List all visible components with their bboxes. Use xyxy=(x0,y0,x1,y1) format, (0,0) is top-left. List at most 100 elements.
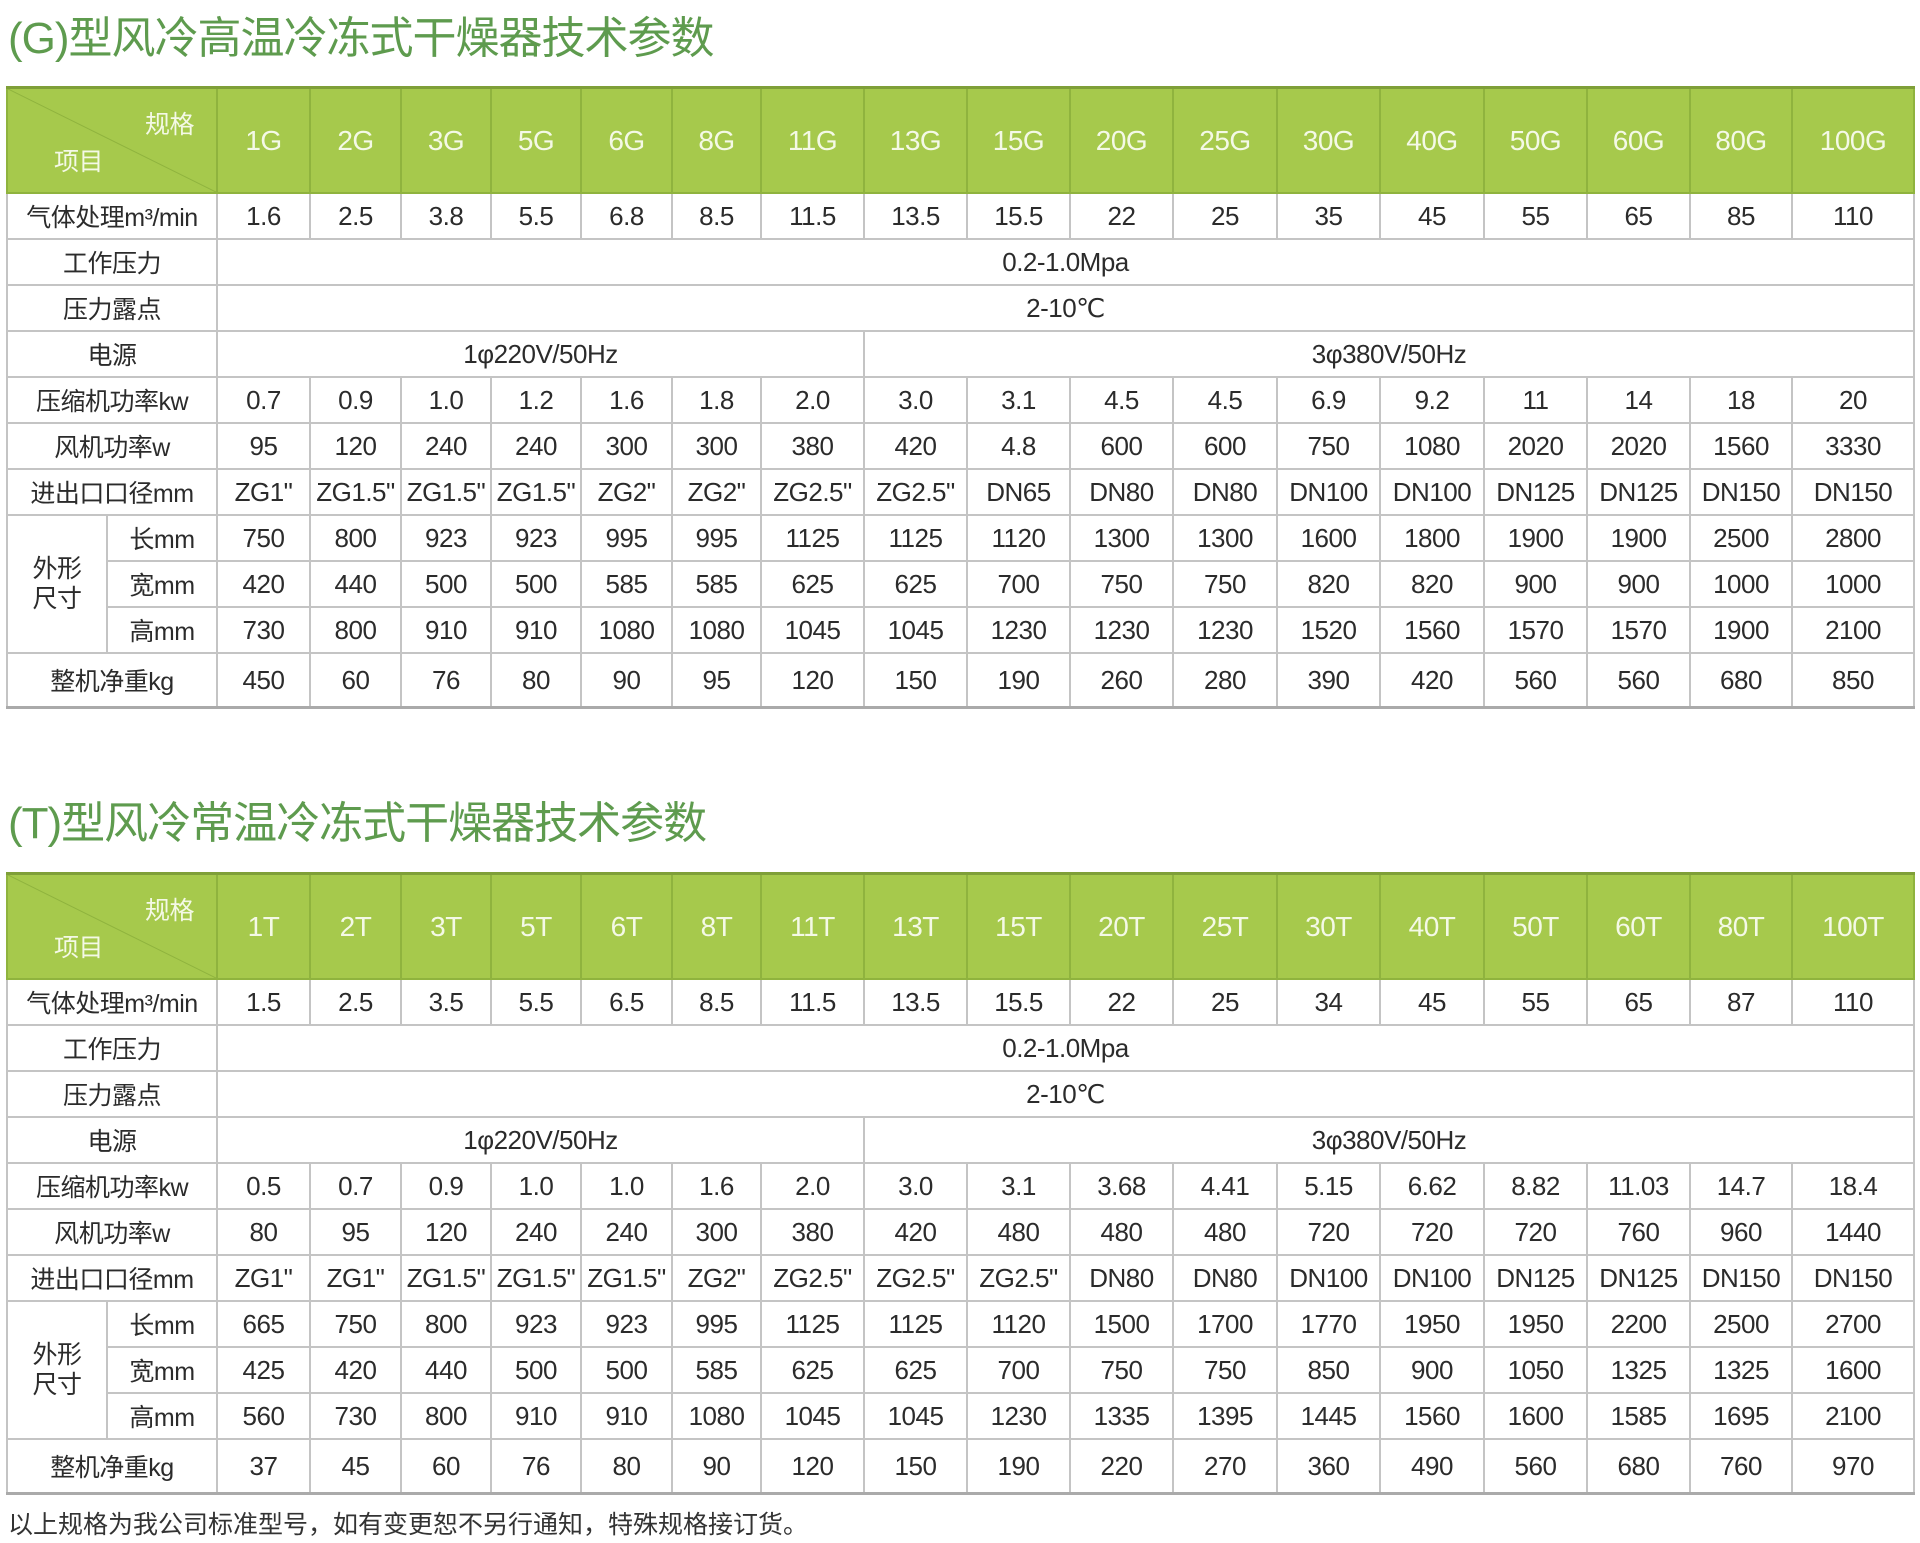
port-value: ZG2.5" xyxy=(760,468,865,516)
dims-length-value: 995 xyxy=(580,514,673,562)
fan-value: 960 xyxy=(1689,1208,1793,1256)
dims-length-row: 外形尺寸 长mm 750 800 923 923 995 995 1125 1125 1120 130… xyxy=(6,514,1915,654)
dims-length-value: 2500 xyxy=(1689,514,1793,562)
dims-width-value: 1050 xyxy=(1483,1346,1588,1394)
port-value: ZG2.5" xyxy=(760,1254,865,1302)
dims-length-value: 1125 xyxy=(863,1300,968,1348)
power-row: 电源 1φ220V/50Hz 3φ380V/50Hz xyxy=(6,330,1915,378)
model-header: 100G xyxy=(1791,86,1915,194)
dims-length-value: 665 xyxy=(216,1300,311,1348)
flow-value: 85 xyxy=(1689,192,1793,240)
model-header: 60G xyxy=(1586,86,1691,194)
dims-length-value: 2500 xyxy=(1689,1300,1793,1348)
port-value: DN100 xyxy=(1276,1254,1381,1302)
pressure-label: 工作压力 xyxy=(6,238,218,286)
dims-height-value: 730 xyxy=(216,606,311,654)
port-row: 进出口口径mm ZG1" ZG1" ZG1.5" ZG1.5" ZG1.5" ZG2" ZG2… xyxy=(6,1254,1915,1302)
dims-height-value: 1080 xyxy=(671,606,762,654)
power-label: 电源 xyxy=(6,1116,218,1164)
flow-value: 110 xyxy=(1791,192,1915,240)
dims-height-value: 1230 xyxy=(1172,606,1278,654)
compressor-value: 8.82 xyxy=(1483,1162,1588,1210)
dims-length-row: 外形尺寸 长mm 665 750 800 923 923 995 1125 1125 1120 150… xyxy=(6,1300,1915,1440)
compressor-value: 18 xyxy=(1689,376,1793,424)
dims-length-value: 2800 xyxy=(1791,514,1915,562)
flow-value: 25 xyxy=(1172,192,1278,240)
dims-length-value: 995 xyxy=(671,514,762,562)
dims-width-value: 625 xyxy=(863,1346,968,1394)
dims-width-value: 700 xyxy=(966,560,1071,608)
dims-width-value: 1600 xyxy=(1791,1346,1915,1394)
t-spec-table: 规格 项目 1T 2T 3T 5T 6T 8T 11T 13T 15T 20T 25T 30T 40T 50T… xyxy=(6,872,1915,1495)
dims-length-value: 995 xyxy=(671,1300,762,1348)
corner-item-label: 项目 xyxy=(54,934,104,962)
dims-length-value: 750 xyxy=(216,514,311,562)
model-header: 25G xyxy=(1172,86,1278,194)
port-value: DN125 xyxy=(1483,1254,1588,1302)
dims-length-value: 1500 xyxy=(1069,1300,1174,1348)
fan-value: 95 xyxy=(309,1208,402,1256)
port-value: DN80 xyxy=(1172,1254,1278,1302)
model-header: 40T xyxy=(1379,872,1485,980)
port-value: DN125 xyxy=(1586,468,1691,516)
dewpoint-value: 2-10℃ xyxy=(216,284,1915,332)
flow-value: 13.5 xyxy=(863,192,968,240)
dims-height-value: 1045 xyxy=(760,1392,865,1440)
dims-length-value: 923 xyxy=(580,1300,673,1348)
flow-value: 6.8 xyxy=(580,192,673,240)
flow-value: 55 xyxy=(1483,192,1588,240)
weight-value: 120 xyxy=(760,1438,865,1495)
dims-height-value: 1445 xyxy=(1276,1392,1381,1440)
compressor-value: 1.0 xyxy=(580,1162,673,1210)
port-row: 进出口口径mm ZG1" ZG1.5" ZG1.5" ZG1.5" ZG2" ZG2" ZG2… xyxy=(6,468,1915,516)
flow-value: 55 xyxy=(1483,978,1588,1026)
fan-value: 760 xyxy=(1586,1208,1691,1256)
compressor-row: 压缩机功率kw 0.5 0.7 0.9 1.0 1.0 1.6 2.0 3.0 3.1 3.68 4.… xyxy=(6,1162,1915,1210)
fan-value: 380 xyxy=(760,1208,865,1256)
dims-width-label: 宽mm xyxy=(106,560,218,608)
dims-length-label: 长mm xyxy=(106,514,218,562)
weight-value: 37 xyxy=(216,1438,311,1495)
compressor-value: 1.6 xyxy=(671,1162,762,1210)
dims-width-value: 820 xyxy=(1379,560,1485,608)
weight-value: 260 xyxy=(1069,652,1174,709)
weight-value: 680 xyxy=(1586,1438,1691,1495)
dims-width-value: 625 xyxy=(760,1346,865,1394)
model-header: 1G xyxy=(216,86,311,194)
dims-group-label: 外形尺寸 xyxy=(6,1300,108,1440)
weight-value: 150 xyxy=(863,652,968,709)
compressor-value: 3.1 xyxy=(966,376,1071,424)
dims-width-value: 500 xyxy=(490,1346,582,1394)
dims-length-value: 1120 xyxy=(966,1300,1071,1348)
dims-width-value: 440 xyxy=(309,560,402,608)
model-header: 50G xyxy=(1483,86,1588,194)
header-row: 规格 项目 1G 2G 3G 5G 6G 8G 11G 13G 15G 20G 25G 30G 40G 50G… xyxy=(6,86,1915,194)
flow-value: 25 xyxy=(1172,978,1278,1026)
flow-value: 2.5 xyxy=(309,192,402,240)
port-label: 进出口口径mm xyxy=(6,468,218,516)
flow-value: 11.5 xyxy=(760,192,865,240)
flow-value: 110 xyxy=(1791,978,1915,1026)
port-value: ZG1.5" xyxy=(580,1254,673,1302)
power-three-phase: 3φ380V/50Hz xyxy=(863,1116,1915,1164)
flow-value: 1.5 xyxy=(216,978,311,1026)
dims-height-value: 1045 xyxy=(863,1392,968,1440)
compressor-value: 20 xyxy=(1791,376,1915,424)
fan-value: 2020 xyxy=(1483,422,1588,470)
fan-value: 120 xyxy=(309,422,402,470)
compressor-value: 3.1 xyxy=(966,1162,1071,1210)
footnote: 以上规格为我公司标准型号，如有变更恕不另行通知，特殊规格接订货。 xyxy=(8,1511,809,1539)
fan-value: 4.8 xyxy=(966,422,1071,470)
fan-value: 600 xyxy=(1172,422,1278,470)
fan-value: 720 xyxy=(1379,1208,1485,1256)
model-header: 8G xyxy=(671,86,762,194)
dims-length-value: 923 xyxy=(490,514,582,562)
dims-width-row: 宽mm 420 440 500 500 585 585 625 625 700 750 750 820 8… xyxy=(7,560,1915,608)
model-header: 40G xyxy=(1379,86,1485,194)
dims-length-value: 923 xyxy=(490,1300,582,1348)
model-header: 3T xyxy=(400,872,492,980)
diagonal-line xyxy=(8,875,216,978)
port-value: DN125 xyxy=(1483,468,1588,516)
compressor-value: 0.9 xyxy=(400,1162,492,1210)
compressor-value: 1.2 xyxy=(490,376,582,424)
